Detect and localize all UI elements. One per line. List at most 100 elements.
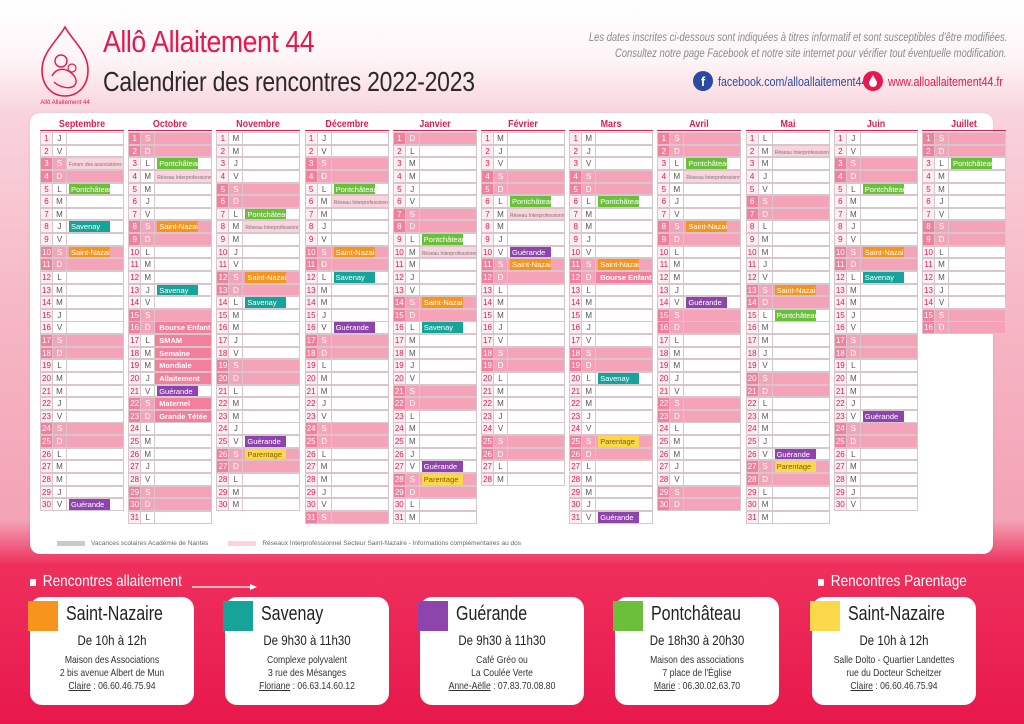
calendar-day[interactable]: 18 D [833,346,918,360]
calendar-day[interactable]: 31 L [128,510,213,524]
calendar-day[interactable]: 16 D Bourse Enfants [128,321,213,335]
calendar-day[interactable]: 26 S Parentage [216,447,301,461]
calendar-day[interactable]: 6 M Réseau Interprofessionnel [304,195,389,208]
calendar-day[interactable]: 28 M [304,473,389,486]
calendar-day[interactable]: 23 V [304,409,389,423]
calendar-day[interactable]: 25 D [304,435,389,448]
calendar-day[interactable]: 14 M [304,296,389,309]
calendar-day[interactable]: 29 J [40,485,124,499]
calendar-day[interactable]: 30 V [304,498,389,511]
calendar-day[interactable]: 15LPontchâteau/Savenay [745,308,830,322]
calendar-day[interactable]: 23 L [392,409,477,423]
calendar-day[interactable]: 12 D Bourse Enfants [569,270,654,284]
calendar-day[interactable]: 25 S [481,435,565,448]
calendar-day[interactable]: 4 M Réseau Interprofessionnel [128,169,213,183]
calendar-day[interactable]: 16 J [481,321,565,335]
calendar-day[interactable]: 27 S Parentage [745,460,830,474]
calendar-day[interactable]: 21 M [40,384,124,398]
calendar-day[interactable]: 22 L [745,397,830,410]
calendar-day[interactable]: 29 D [392,485,477,499]
calendar-day[interactable]: 28 M [40,473,124,486]
calendar-day[interactable]: 13 L [569,283,654,297]
calendar-day[interactable]: 22 J [833,397,918,410]
calendar-day[interactable]: 13 D [216,283,301,297]
calendar-day[interactable]: 27 M [833,460,918,474]
calendar-day[interactable]: 19 L [304,359,389,373]
calendar-day[interactable]: 24 S [40,422,124,436]
calendar-day[interactable]: 12 M [922,270,1006,284]
calendar-day[interactable]: 25 V Guérande [216,435,301,448]
calendar-day[interactable]: 29 M [216,485,301,499]
calendar-day[interactable]: 12 J [392,270,477,284]
calendar-day[interactable]: 21 M [304,384,389,398]
calendar-day[interactable]: 17 V [569,334,654,347]
calendar-day[interactable]: 17 M [745,334,830,347]
calendar-day[interactable]: 27 M [40,460,124,474]
calendar-day[interactable]: 24 L [657,422,742,436]
calendar-day[interactable]: 31 M [745,510,830,524]
calendar-day[interactable]: 26 V Guérande [745,447,830,461]
calendar-day[interactable]: 12 L [40,270,124,284]
calendar-day[interactable]: 22 D [392,397,477,410]
calendar-day[interactable]: 15 M [481,308,565,322]
calendar-day[interactable]: 22 M [216,397,301,410]
calendar-day[interactable]: 24 M [392,422,477,436]
calendar-day[interactable]: 16 V [40,321,124,335]
calendar-day[interactable]: 26 L [833,447,918,461]
calendar-day[interactable]: 15 S [128,308,213,322]
calendar-day[interactable]: 13 V [392,283,477,297]
calendar-day[interactable]: 17 L [657,334,742,347]
calendar-day[interactable]: 18 D [304,346,389,360]
calendar-day[interactable]: 22 J [40,397,124,410]
calendar-day[interactable]: 27 D [216,460,301,474]
calendar-day[interactable]: 23 V [40,409,124,423]
calendar-day[interactable]: 20 M [40,371,124,385]
calendar-day[interactable]: 18 M [392,346,477,360]
calendar-day[interactable]: 27 J [657,460,742,474]
calendar-day[interactable]: 25 J [745,435,830,448]
calendar-day[interactable]: 20 M [304,371,389,385]
calendar-day[interactable]: 5 L Pontchâteau [40,182,124,196]
calendar-day[interactable]: 27 J [128,460,213,474]
calendar-day[interactable]: 13 J [657,283,742,297]
calendar-day[interactable]: 16 V Guérande [304,321,389,335]
calendar-day[interactable]: 13 L [481,283,565,297]
calendar-day[interactable]: 5 L Pontchâteau [304,182,389,196]
calendar-day[interactable]: 19 S [216,359,301,373]
calendar-day[interactable]: 16 L Savenay [392,321,477,335]
calendar-day[interactable]: 17 V [481,334,565,347]
calendar-day[interactable]: 21 D [745,384,830,398]
calendar-day[interactable]: 23 J [481,409,565,423]
calendar-day[interactable]: 27 L [481,460,565,474]
calendar-day[interactable]: 18 D [40,346,124,360]
